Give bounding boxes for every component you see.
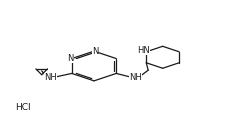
Text: HN: HN — [137, 46, 149, 55]
Text: N: N — [92, 47, 98, 56]
Text: N: N — [67, 54, 74, 63]
Text: NH: NH — [44, 73, 57, 82]
Text: NH: NH — [128, 73, 141, 82]
Text: HCl: HCl — [15, 103, 30, 112]
